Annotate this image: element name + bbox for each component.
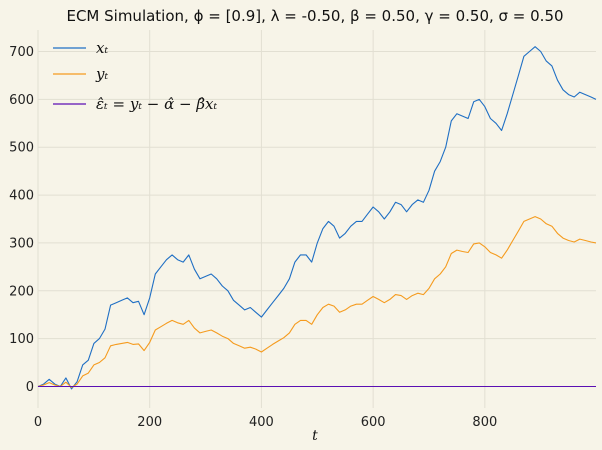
y-tick-label: 400 bbox=[9, 189, 34, 204]
x-axis: 0 200 400 600 800 bbox=[34, 415, 497, 430]
legend-label-x-t: xₜ bbox=[96, 39, 108, 57]
series-line-y-t bbox=[37, 216, 597, 388]
chart-title: ECM Simulation, ϕ = [0.9], λ = -0.50, β … bbox=[66, 7, 563, 25]
y-tick-label: 200 bbox=[9, 284, 34, 299]
x-tick-label: 0 bbox=[34, 415, 42, 430]
y-tick-label: 600 bbox=[9, 93, 34, 108]
y-axis: 0 100 200 300 400 500 600 700 bbox=[9, 45, 34, 395]
y-tick-label: 700 bbox=[9, 45, 34, 60]
series-line-x-t bbox=[37, 46, 597, 390]
x-axis-label: t bbox=[312, 428, 318, 444]
series-layer bbox=[37, 46, 597, 390]
y-tick-label: 300 bbox=[9, 236, 34, 251]
y-tick-label: 100 bbox=[9, 332, 34, 347]
legend-label-epsilon-t: ε̂ₜ = yₜ − α̂ − β̂xₜ bbox=[96, 95, 217, 113]
x-tick-label: 400 bbox=[249, 415, 274, 430]
legend: xₜ yₜ ε̂ₜ = yₜ − α̂ − β̂xₜ bbox=[53, 39, 217, 113]
y-tick-label: 0 bbox=[26, 380, 34, 395]
plot-area bbox=[37, 30, 597, 408]
x-tick-label: 600 bbox=[361, 415, 386, 430]
y-tick-label: 500 bbox=[9, 141, 34, 156]
x-tick-label: 200 bbox=[137, 415, 162, 430]
x-tick-label: 800 bbox=[472, 415, 497, 430]
legend-label-y-t: yₜ bbox=[95, 65, 108, 83]
